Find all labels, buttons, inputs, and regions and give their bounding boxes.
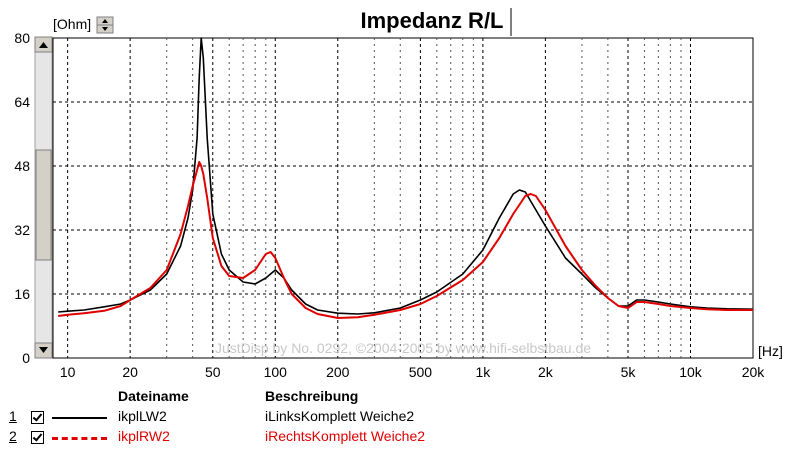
spinner-up-icon[interactable]: [102, 19, 108, 23]
legend-row-1[interactable]: 1 ikplLW2 iLinksKomplett Weiche2: [0, 408, 790, 428]
y-unit-spinner[interactable]: [96, 16, 114, 34]
y-tick-label: 80: [14, 30, 30, 46]
legend: Dateiname Beschreibung 1 ikplLW2 iLinksK…: [0, 386, 790, 453]
series-group: [58, 37, 754, 319]
x-tick-label: 50: [205, 364, 221, 380]
x-unit-label: [Hz]: [758, 343, 783, 359]
legend-row-number[interactable]: 1: [9, 408, 17, 424]
scroll-down-icon: [39, 347, 48, 353]
legend-description-1: iLinksKomplett Weiche2: [265, 408, 415, 424]
y-axis-ticks: 0 16 32 48 64 80: [14, 30, 30, 366]
legend-header-description: Beschreibung: [265, 388, 359, 404]
scrollbar-thumb[interactable]: [35, 149, 52, 261]
y-unit-label: [Ohm]: [53, 16, 91, 32]
y-tick-label: 0: [22, 350, 30, 366]
x-axis-ticks: 10 20 50 100 200 500 1k 2k 5k 10k 20k: [60, 364, 765, 380]
series-line-ikplRW2: [58, 161, 753, 319]
watermark: JustDisp by No. 0292, ©2004-2005 by www.…: [215, 340, 591, 356]
scroll-up-icon: [39, 42, 48, 48]
legend-checkbox-2[interactable]: [31, 431, 44, 444]
y-tick-label: 16: [14, 286, 30, 302]
y-scrollbar[interactable]: [34, 36, 53, 359]
legend-line-swatch-1: [52, 417, 107, 419]
plot-frame: [52, 37, 754, 359]
x-tick-label: 500: [409, 364, 433, 380]
legend-row-2[interactable]: 2 ikplRW2 iRechtsKomplett Weiche2: [0, 428, 790, 448]
legend-header-filename: Dateiname: [118, 388, 189, 404]
y-tick-label: 48: [14, 158, 30, 174]
x-tick-label: 1k: [475, 364, 491, 380]
spinner-down-icon[interactable]: [102, 27, 108, 31]
legend-checkbox-1[interactable]: [31, 411, 44, 424]
legend-line-swatch-2: [52, 437, 107, 440]
legend-filename-2: ikplRW2: [118, 428, 170, 444]
y-tick-label: 32: [14, 222, 30, 238]
x-tick-label: 20: [122, 364, 138, 380]
chart-title: Impedanz R/L: [360, 8, 503, 33]
x-tick-label: 2k: [538, 364, 554, 380]
x-tick-label: 10k: [679, 364, 703, 380]
legend-filename-1: ikplLW2: [118, 408, 167, 424]
x-tick-label: 200: [326, 364, 350, 380]
x-tick-label: 20k: [742, 364, 766, 380]
legend-row-number[interactable]: 2: [9, 428, 17, 444]
y-tick-label: 64: [14, 94, 30, 110]
x-tick-label: 5k: [621, 364, 637, 380]
legend-description-2: iRechtsKomplett Weiche2: [265, 428, 426, 444]
x-tick-label: 100: [264, 364, 288, 380]
x-tick-label: 10: [60, 364, 76, 380]
impedance-chart: Impedanz R/L [Ohm] 0 16 32 48 64 80 10 20 50 100…: [14, 8, 783, 380]
